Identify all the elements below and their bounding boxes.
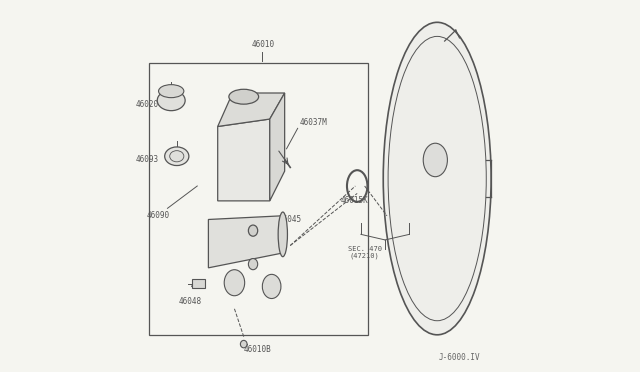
- Ellipse shape: [229, 89, 259, 104]
- Text: 46010: 46010: [251, 40, 275, 49]
- Text: 46093: 46093: [136, 155, 159, 164]
- Ellipse shape: [278, 212, 287, 257]
- Ellipse shape: [170, 151, 184, 162]
- Bar: [149, 63, 369, 335]
- Ellipse shape: [224, 270, 244, 296]
- Text: SEC. 470
(47210): SEC. 470 (47210): [348, 246, 381, 259]
- Text: 46020: 46020: [136, 100, 159, 109]
- Polygon shape: [218, 93, 285, 126]
- Ellipse shape: [159, 85, 184, 98]
- Ellipse shape: [262, 275, 281, 298]
- Ellipse shape: [248, 225, 258, 236]
- Text: 46015K: 46015K: [340, 196, 368, 205]
- Ellipse shape: [388, 36, 486, 321]
- Polygon shape: [218, 119, 270, 201]
- Ellipse shape: [157, 90, 185, 111]
- Ellipse shape: [383, 22, 491, 335]
- Text: 46090: 46090: [147, 211, 170, 220]
- Ellipse shape: [423, 143, 447, 177]
- Polygon shape: [270, 93, 285, 201]
- Text: 46048: 46048: [179, 297, 202, 306]
- Ellipse shape: [248, 259, 258, 270]
- Text: 46045: 46045: [279, 215, 302, 224]
- Bar: [191, 279, 205, 288]
- Ellipse shape: [241, 340, 247, 348]
- Text: 46037M: 46037M: [300, 118, 327, 127]
- Polygon shape: [209, 216, 283, 268]
- Ellipse shape: [164, 147, 189, 166]
- Text: J-6000.IV: J-6000.IV: [438, 353, 480, 362]
- Text: 46010B: 46010B: [244, 345, 271, 354]
